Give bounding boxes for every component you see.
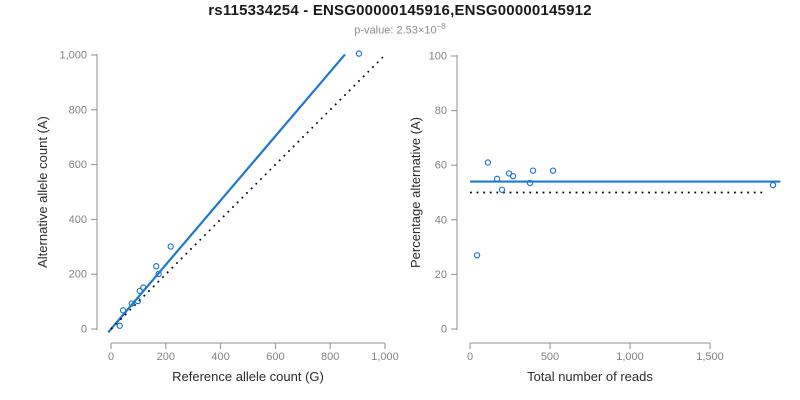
left-chart: 0 200 400 600 800 1,000 0 200 400 600 800 1,000 Refe…: [35, 50, 399, 385]
pvalue-label: p-value:: [354, 24, 394, 37]
x-tick-label: 600: [266, 351, 284, 363]
data-point: [769, 181, 777, 189]
x-tick-label: 0: [467, 351, 473, 363]
data-point: [484, 159, 492, 166]
y-tick-label: 80: [435, 105, 447, 117]
pvalue-base: 10: [424, 24, 437, 37]
x-tick-label: 1,000: [371, 351, 399, 363]
data-point: [167, 243, 174, 250]
data-point: [529, 167, 537, 174]
data-point: [155, 270, 162, 278]
x-tick-label: 1,000: [616, 351, 644, 363]
data-point: [355, 50, 363, 57]
data-point: [498, 186, 506, 193]
pvalue-mantissa: 2.53: [396, 24, 418, 37]
x-tick-label: 0: [108, 351, 114, 363]
y-tick-label: 400: [69, 214, 87, 226]
x-tick-label: 500: [541, 351, 559, 363]
y-tick-label: 0: [441, 324, 447, 336]
data-point: [128, 300, 136, 307]
data-point: [134, 297, 142, 305]
pvalue-multiplier: ×: [417, 24, 425, 37]
y-tick-label: 800: [69, 104, 87, 116]
data-point: [140, 284, 147, 291]
y-tick-label: 60: [435, 160, 447, 172]
x-tick-label: 800: [321, 351, 339, 363]
y-tick-label: 200: [69, 269, 87, 281]
data-point: [493, 175, 501, 183]
figure-title: rs115334254 - ENSG00000145916,ENSG000001…: [208, 2, 592, 19]
x-tick-label: 200: [157, 351, 175, 363]
y-axis-title: Percentage alternative (A): [408, 117, 423, 268]
y-tick-label: 20: [435, 269, 447, 281]
x-tick-label: 400: [211, 351, 229, 363]
data-point: [549, 167, 557, 174]
y-tick-label: 1,000: [59, 50, 87, 62]
x-axis-title: Reference allele count (G): [172, 369, 324, 384]
data-point: [153, 263, 160, 270]
y-axis-title: Alternative allele count (A): [35, 116, 50, 268]
x-tick-label: 1,500: [696, 351, 724, 363]
x-axis-title: Total number of reads: [527, 369, 653, 384]
data-point: [509, 172, 517, 180]
data-point: [526, 179, 534, 187]
identity-line: [110, 53, 387, 330]
data-point: [473, 252, 481, 259]
y-tick-label: 40: [435, 214, 447, 226]
y-tick-label: 100: [429, 51, 447, 63]
right-chart: 0 20 40 60 80 100 0 500 1,000 1,500 Total number o…: [408, 51, 781, 384]
pvalue-exponent: −8: [436, 22, 446, 31]
y-tick-label: 600: [69, 159, 87, 171]
data-point: [116, 322, 123, 329]
title-block: rs115334254 - ENSG00000145916,ENSG000001…: [0, 2, 800, 37]
y-tick-label: 0: [81, 324, 87, 336]
data-point: [119, 307, 127, 314]
data-point: [136, 287, 143, 295]
fit-line: [107, 53, 346, 334]
figure-subtitle: p-value: 2.53×10−8: [0, 22, 800, 37]
